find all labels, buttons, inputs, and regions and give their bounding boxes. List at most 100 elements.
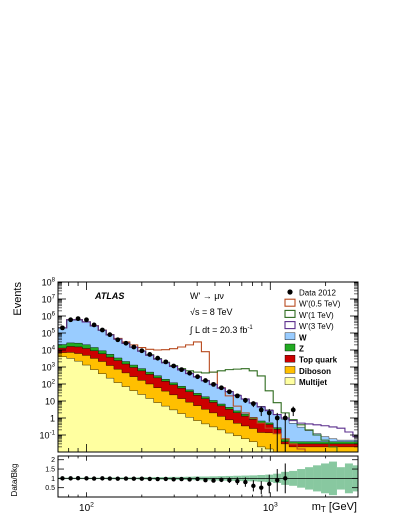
y-tick-label: 1 <box>50 414 55 424</box>
ratio-ticks <box>57 456 359 497</box>
y-tick-label: 105 <box>42 327 56 338</box>
ratio-point <box>91 476 97 481</box>
ratio-point <box>243 479 248 485</box>
x-axis-title-unit: [GeV] <box>326 501 357 513</box>
channel-label: W' → μν <box>190 291 224 301</box>
atlas-label: ATLAS <box>94 291 124 301</box>
ratio-point <box>163 476 168 482</box>
legend-swatch-w-1-tev <box>284 309 296 318</box>
ratio-point <box>179 476 184 482</box>
y-tick-label: 107 <box>42 293 56 304</box>
data-point <box>163 359 169 365</box>
data-point <box>131 344 137 350</box>
data-point <box>203 378 208 383</box>
ratio-point <box>203 478 208 483</box>
x-axis-title: mT [GeV] <box>312 501 357 514</box>
ratio-tick-label: 2 <box>51 457 55 464</box>
ratio-point <box>84 476 89 481</box>
legend-label-w-3-tev: W'(3 TeV) <box>299 322 334 331</box>
ratio-point <box>211 478 216 483</box>
data-point <box>147 352 153 357</box>
data-point <box>187 370 193 376</box>
ratio-point <box>195 476 200 482</box>
data-point <box>60 325 65 331</box>
x-axis-title-sub: T <box>321 505 326 514</box>
y-axis-title: Events <box>12 282 24 316</box>
ratio-tick-label: 0.5 <box>45 485 55 492</box>
data-point <box>155 355 161 361</box>
ratio-point <box>267 481 272 487</box>
ratio-point <box>283 476 288 481</box>
main-ticks <box>57 281 359 453</box>
ratio-point <box>115 476 120 481</box>
legend-label-multijet: Multijet <box>299 378 327 387</box>
data-point <box>91 322 97 328</box>
x-tick-label: 103 <box>263 502 278 515</box>
ratio-tick-label: 1.5 <box>45 467 55 474</box>
data-point <box>218 385 224 391</box>
ratio-point <box>227 478 232 483</box>
y-tick-label: 103 <box>42 361 56 372</box>
data-point <box>171 363 177 369</box>
ratio-point <box>235 478 240 484</box>
legend-swatch-w-3-tev <box>284 321 296 330</box>
legend-label-w: W <box>299 333 307 342</box>
data-point <box>242 397 248 403</box>
ratio-point <box>139 476 145 481</box>
y-tick-label: 10-1 <box>40 429 56 440</box>
data-point <box>282 415 288 421</box>
data-point <box>274 415 280 421</box>
tick-labels: 10-1 1 10 102 103 104 105 106 107 108 102 103 0.5 1 1.… <box>40 276 278 514</box>
energy-label: √s = 8 TeV <box>190 307 233 317</box>
ratio-point <box>171 477 176 482</box>
data-point <box>123 340 129 346</box>
legend-label-w-1-tev: W'(1 TeV) <box>299 311 334 320</box>
data-point <box>290 407 296 413</box>
data-layer <box>60 316 296 452</box>
ratio-point <box>75 475 81 481</box>
legend-swatch-diboson <box>284 366 296 374</box>
ratio-point <box>251 483 256 489</box>
main-panel <box>57 281 359 453</box>
y-tick-label: 10 <box>45 397 55 407</box>
data-point <box>250 401 256 407</box>
stack-layer <box>58 319 358 452</box>
data-point <box>226 389 232 395</box>
lumi-label: ∫ L dt = 20.3 fb-1 <box>189 325 253 335</box>
lumi-label-prefix: ∫ L dt = 20.3 fb <box>189 325 247 335</box>
ratio-axis-title: Data/Bkg <box>10 464 19 497</box>
legend-swatch-multijet <box>284 377 296 385</box>
y-tick-label: 106 <box>42 310 56 321</box>
data-point <box>75 316 81 322</box>
legend-swatch-top-quark <box>284 355 296 363</box>
ratio-point <box>155 476 160 482</box>
ratio-data-layer <box>60 463 288 495</box>
y-tick-label: 102 <box>42 378 56 389</box>
data-point <box>99 327 105 333</box>
data-point <box>234 393 240 399</box>
ratio-point <box>123 476 129 481</box>
ratio-frame <box>57 455 359 498</box>
data-point <box>84 317 89 323</box>
ratio-point <box>219 477 224 483</box>
legend-label-w-0-5-tev: W'(0.5 TeV) <box>299 300 341 309</box>
ratio-point <box>100 476 105 481</box>
x-axis-title-main: m <box>312 501 321 513</box>
ratio-point <box>68 476 73 481</box>
legend-label-data: Data 2012 <box>299 289 336 298</box>
ratio-point <box>187 477 192 482</box>
lumi-label-exp: -1 <box>247 325 253 331</box>
data-point <box>195 374 200 380</box>
ratio-panel <box>57 455 359 498</box>
signal-line-w-3-tev <box>58 319 358 438</box>
data-point <box>139 348 145 354</box>
y-tick-label: 104 <box>42 344 56 355</box>
legend-marker-data <box>287 289 293 295</box>
data-point <box>68 317 74 323</box>
data-point <box>179 367 184 373</box>
ratio-point <box>275 478 280 483</box>
data-point <box>258 407 264 413</box>
data-point <box>211 381 216 387</box>
ratio-point <box>131 476 137 481</box>
data-point <box>266 410 272 416</box>
